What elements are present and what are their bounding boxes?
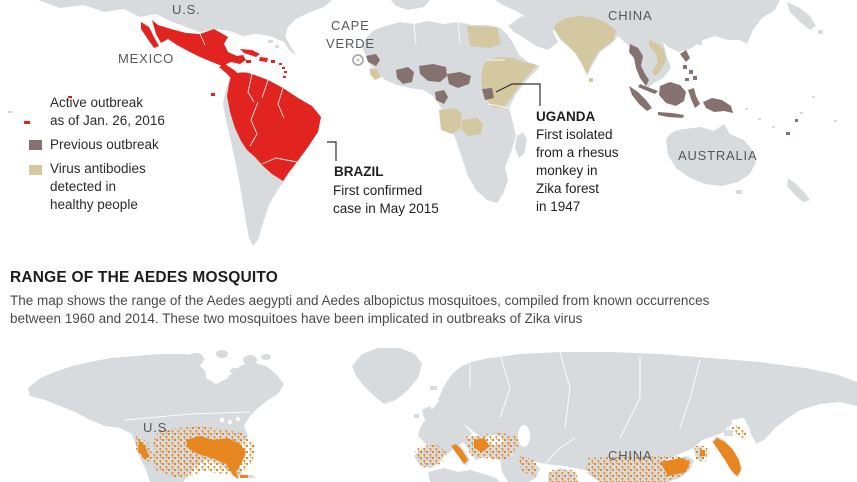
uganda-line1: First isolated: [536, 127, 613, 142]
section-description-line1: The map shows the range of the Aedes aeg…: [10, 293, 710, 308]
mosquito-range-regions: [136, 424, 748, 482]
label-cape-verde-2: VERDE: [326, 36, 375, 51]
label-mexico: MEXICO: [118, 51, 175, 66]
uganda-line4: Zika forest: [536, 181, 600, 196]
brazil-line2: case in May 2015: [333, 201, 439, 216]
label-us: U.S.: [172, 2, 201, 17]
label-australia: AUSTRALIA: [678, 148, 758, 163]
legend-antibodies-line3: healthy people: [50, 197, 138, 212]
callout-lines: [327, 83, 541, 161]
section-description-line2: between 1960 and 2014. These two mosquit…: [10, 311, 583, 326]
section-heading: RANGE OF THE AEDES MOSQUITO: [10, 269, 279, 286]
legend-previous: Previous outbreak: [50, 137, 159, 152]
legend-antibodies-line1: Virus antibodies: [50, 161, 146, 176]
brazil-line1: First confirmed: [333, 183, 423, 198]
label-china-bottom: CHINA: [608, 448, 653, 463]
uganda-title: UGANDA: [536, 109, 596, 124]
cape-verde-marker: [352, 54, 364, 66]
uganda-line2: from a rhesus: [536, 145, 619, 160]
legend-swatch-previous: [29, 140, 42, 150]
legend-swatch-antibodies: [29, 165, 42, 175]
label-china: CHINA: [608, 8, 653, 23]
label-cape-verde: CAPE: [331, 18, 370, 33]
label-us-bottom: U.S.: [143, 420, 172, 435]
uganda-line5: in 1947: [536, 199, 581, 214]
uganda-line3: monkey in: [536, 163, 598, 178]
legend-active-line1: Active outbreak: [50, 95, 144, 110]
legend-antibodies-line2: detected in: [50, 179, 117, 194]
country-borders: [199, 21, 510, 165]
uganda-callout-line: [495, 83, 541, 106]
active-outbreak-regions: [24, 20, 321, 181]
legend-active-line2: as of Jan. 26, 2016: [50, 113, 165, 128]
previous-outbreak-regions: [366, 44, 798, 135]
outbreak-world-map: [8, 0, 837, 247]
antibody-regions: [370, 16, 666, 136]
brazil-title: BRAZIL: [334, 164, 384, 179]
mosquito-range-map: [28, 348, 857, 482]
brazil-callout-line: [327, 141, 337, 161]
